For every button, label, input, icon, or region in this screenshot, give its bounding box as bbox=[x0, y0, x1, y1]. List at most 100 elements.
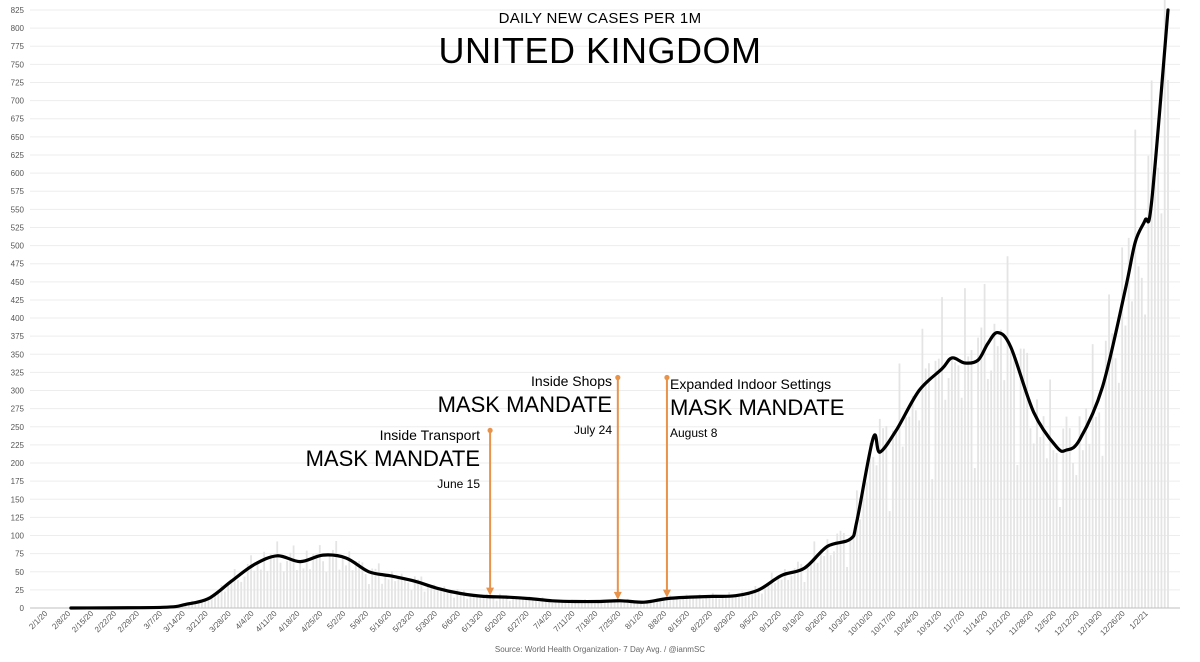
daily-bar bbox=[1154, 178, 1156, 609]
daily-bar bbox=[502, 595, 505, 608]
x-tick-label: 8/29/20 bbox=[712, 609, 738, 635]
daily-bar bbox=[1081, 450, 1084, 608]
annotation-arrowhead bbox=[662, 589, 671, 598]
annotation-date: June 15 bbox=[437, 477, 480, 491]
daily-bar bbox=[1000, 329, 1002, 608]
daily-bar bbox=[711, 592, 714, 608]
x-tick-label: 2/15/20 bbox=[70, 609, 96, 635]
daily-bar bbox=[1098, 412, 1101, 608]
daily-bar bbox=[862, 484, 865, 608]
daily-bar bbox=[266, 570, 269, 608]
daily-bar bbox=[734, 594, 737, 608]
daily-bar bbox=[695, 598, 698, 608]
daily-bar bbox=[639, 602, 642, 608]
daily-bar bbox=[901, 446, 904, 608]
daily-bar bbox=[214, 593, 216, 608]
daily-bar bbox=[535, 599, 537, 608]
daily-bar bbox=[590, 601, 593, 608]
daily-bar bbox=[204, 598, 207, 608]
x-tick-label: 4/25/20 bbox=[299, 609, 325, 635]
daily-bar bbox=[404, 577, 406, 608]
x-tick-label: 8/1/20 bbox=[623, 609, 645, 631]
daily-bar bbox=[967, 356, 970, 608]
annotation-august: Expanded Indoor Settings MASK MANDATE Au… bbox=[670, 377, 844, 439]
daily-bar bbox=[842, 532, 845, 608]
daily-bar bbox=[1075, 475, 1078, 608]
daily-bar bbox=[377, 563, 380, 608]
daily-bar bbox=[869, 442, 871, 608]
daily-bar bbox=[646, 601, 649, 608]
daily-bar bbox=[1032, 443, 1035, 608]
daily-bar bbox=[892, 430, 894, 608]
daily-bar bbox=[1065, 416, 1068, 608]
y-tick-label: 125 bbox=[11, 513, 25, 522]
daily-bar bbox=[672, 596, 675, 608]
daily-bar bbox=[859, 519, 862, 608]
daily-bar bbox=[479, 596, 482, 608]
daily-bar bbox=[485, 593, 488, 608]
daily-bar bbox=[603, 601, 606, 608]
daily-bar bbox=[286, 560, 288, 608]
y-tick-label: 775 bbox=[11, 42, 25, 51]
daily-bar bbox=[374, 568, 377, 608]
daily-bar bbox=[600, 600, 603, 608]
daily-bar bbox=[682, 598, 685, 608]
daily-bar bbox=[607, 600, 609, 608]
daily-bar bbox=[1042, 416, 1045, 608]
daily-bar bbox=[941, 297, 943, 608]
daily-bar bbox=[1091, 344, 1094, 608]
daily-bar bbox=[525, 598, 528, 608]
daily-bar bbox=[996, 346, 999, 608]
daily-bar bbox=[1101, 455, 1104, 608]
x-tick-label: 3/21/20 bbox=[185, 609, 211, 635]
daily-bar bbox=[299, 560, 302, 608]
daily-bar bbox=[210, 597, 213, 608]
x-tick-label: 12/26/20 bbox=[1098, 609, 1127, 638]
daily-bar bbox=[528, 596, 531, 608]
daily-bar bbox=[1160, 213, 1163, 608]
daily-bar bbox=[931, 479, 934, 608]
daily-bar bbox=[312, 553, 315, 608]
daily-bar bbox=[259, 569, 262, 608]
daily-bar bbox=[751, 591, 753, 608]
daily-bar bbox=[1104, 340, 1107, 608]
daily-bar bbox=[567, 601, 570, 608]
daily-bar bbox=[557, 600, 560, 608]
daily-bar bbox=[1134, 129, 1137, 608]
daily-bar bbox=[217, 593, 220, 608]
y-tick-label: 375 bbox=[11, 332, 25, 341]
daily-bar bbox=[187, 603, 190, 608]
daily-bar bbox=[240, 581, 243, 608]
chart-subtitle: DAILY NEW CASES PER 1M bbox=[498, 10, 702, 27]
daily-bar bbox=[449, 592, 452, 608]
daily-bar bbox=[705, 597, 708, 608]
daily-bar bbox=[944, 399, 947, 608]
annotation-mandate: MASK MANDATE bbox=[437, 392, 612, 417]
annotation-june: Inside Transport MASK MANDATE June 15 bbox=[306, 428, 480, 490]
annotation-dot bbox=[615, 374, 621, 381]
daily-bar bbox=[410, 590, 413, 608]
daily-bar bbox=[1029, 428, 1032, 608]
daily-bar bbox=[666, 599, 668, 608]
daily-bar bbox=[905, 417, 907, 608]
daily-bar bbox=[564, 600, 567, 608]
daily-bar bbox=[1085, 408, 1088, 608]
x-tick-label: 7/25/20 bbox=[597, 609, 623, 635]
daily-bar bbox=[724, 597, 727, 608]
daily-bar bbox=[544, 599, 547, 608]
daily-bar bbox=[263, 551, 266, 608]
daily-bar bbox=[292, 545, 295, 608]
daily-bar bbox=[1144, 314, 1146, 608]
daily-bar bbox=[803, 581, 806, 608]
y-tick-label: 575 bbox=[11, 187, 25, 196]
daily-bar bbox=[895, 428, 898, 608]
daily-bar bbox=[495, 600, 498, 608]
annotation-date: July 24 bbox=[573, 423, 612, 437]
daily-bar bbox=[571, 599, 573, 608]
daily-bar bbox=[394, 581, 397, 608]
daily-bar bbox=[223, 591, 226, 608]
daily-bar bbox=[233, 569, 236, 608]
annotation-label: Inside Shops bbox=[531, 373, 612, 389]
daily-bar bbox=[741, 591, 744, 608]
daily-bar bbox=[371, 568, 374, 608]
